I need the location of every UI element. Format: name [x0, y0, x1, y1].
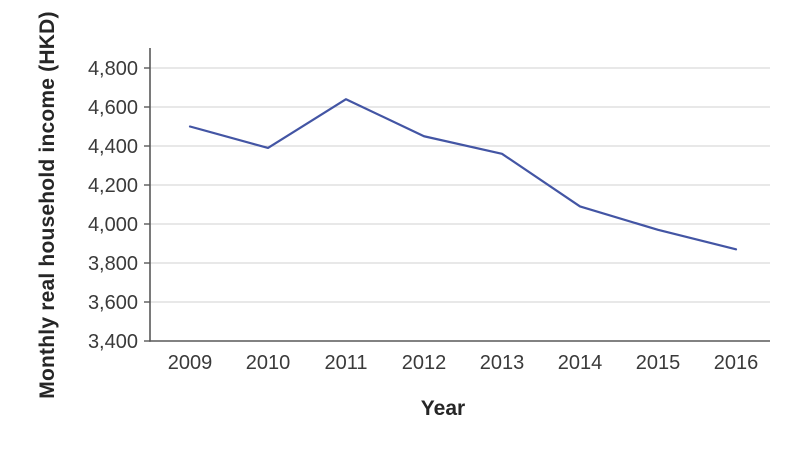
x-tick-label: 2010 — [246, 352, 291, 374]
x-tick-label: 2016 — [714, 352, 759, 374]
y-tick-label: 4,400 — [88, 136, 138, 158]
y-tick-label: 4,000 — [88, 214, 138, 236]
y-tick-label: 4,800 — [88, 58, 138, 80]
y-tick-label: 4,600 — [88, 97, 138, 119]
x-tick-label: 2012 — [402, 352, 447, 374]
y-tick-label: 3,800 — [88, 253, 138, 275]
y-tick-label: 3,400 — [88, 331, 138, 353]
x-tick-label: 2015 — [636, 352, 681, 374]
y-tick-label: 4,200 — [88, 175, 138, 197]
x-tick-label: 2009 — [168, 352, 213, 374]
x-tick-label: 2014 — [558, 352, 603, 374]
data-series-line — [188, 98, 738, 251]
x-tick-label: 2011 — [324, 352, 367, 374]
x-axis-title: Year — [420, 397, 466, 420]
x-tick-label: 2013 — [480, 352, 525, 374]
y-tick-label: 3,600 — [88, 292, 138, 314]
